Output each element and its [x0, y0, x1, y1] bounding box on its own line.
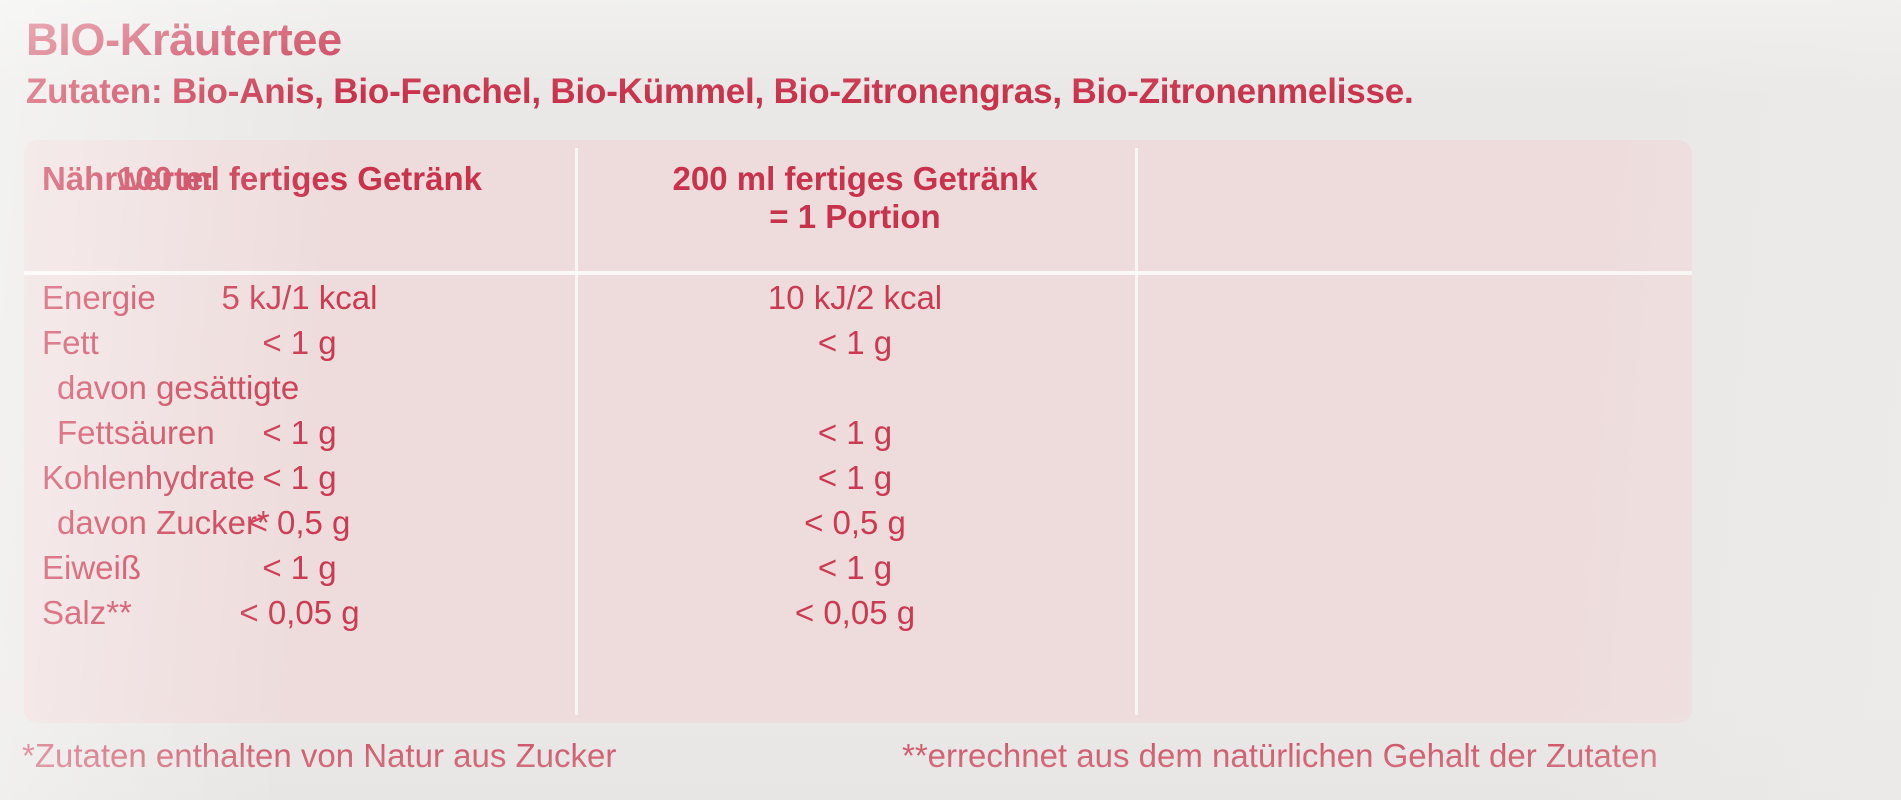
nutrient-value-200ml: < 1 g — [817, 414, 893, 451]
nutrient-value-100ml: < 0,5 g — [248, 504, 351, 541]
column-header-100ml: 100 ml fertiges Getränk — [117, 160, 482, 197]
nutrient-value-100ml: < 1 g — [262, 414, 337, 451]
footnote-salt: **errechnet aus dem natürlichen Gehalt d… — [902, 737, 1658, 774]
nutrient-value-200ml: < 1 g — [817, 324, 893, 361]
column-header-200ml-line2: = 1 Portion — [769, 198, 941, 235]
nutrient-value-100ml: < 1 g — [262, 459, 337, 496]
nutrient-value-100ml: < 0,05 g — [239, 594, 360, 631]
table-body: Energie 5 kJ/1 kcal 10 kJ/2 kcal Fett < 1 g <… — [24, 275, 1692, 723]
nutrient-value-200ml: < 1 g — [817, 549, 893, 586]
table-row: Energie 5 kJ/1 kcal 10 kJ/2 kcal — [24, 275, 1692, 320]
table-row: davon Zucker* < 0,5 g < 0,5 g — [24, 500, 1692, 545]
nutrition-table: Nährwerte: 100 ml fertiges Getränk 200 m… — [24, 140, 1692, 723]
nutrient-value-200ml: < 0,05 g — [794, 594, 916, 631]
column-header-200ml-line1: 200 ml fertiges Getränk — [672, 160, 1038, 197]
nutrient-value-200ml: < 0,5 g — [804, 504, 906, 541]
column-header-200ml: 200 ml fertiges Getränk = 1 Portion — [575, 160, 1135, 236]
table-row: Fettsäuren < 1 g < 1 g — [24, 410, 1692, 455]
nutrient-value-100ml: < 1 g — [262, 549, 337, 586]
table-header-row: Nährwerte: 100 ml fertiges Getränk 200 m… — [24, 140, 1692, 271]
nutrient-value-100ml: 5 kJ/1 kcal — [221, 279, 378, 316]
footnotes: *Zutaten enthalten von Natur aus Zucker … — [22, 735, 1892, 785]
table-row: Eiweiß < 1 g < 1 g — [24, 545, 1692, 590]
nutrient-name: davon gesättigte — [57, 369, 300, 406]
table-row: Salz** < 0,05 g < 0,05 g — [24, 590, 1692, 635]
table-row: Kohlenhydrate < 1 g < 1 g — [24, 455, 1692, 500]
footnote-sugar: *Zutaten enthalten von Natur aus Zucker — [22, 737, 617, 774]
table-row: davon gesättigte — [24, 365, 1692, 410]
page-title: BIO-Kräutertee — [26, 14, 342, 65]
ingredients-line: Zutaten: Bio-Anis, Bio-Fenchel, Bio-Kümm… — [26, 72, 1414, 111]
nutrient-value-100ml: < 1 g — [262, 324, 337, 361]
nutrient-value-200ml: 10 kJ/2 kcal — [767, 279, 943, 316]
nutrient-value-200ml: < 1 g — [817, 459, 893, 496]
table-row: Fett < 1 g < 1 g — [24, 320, 1692, 365]
